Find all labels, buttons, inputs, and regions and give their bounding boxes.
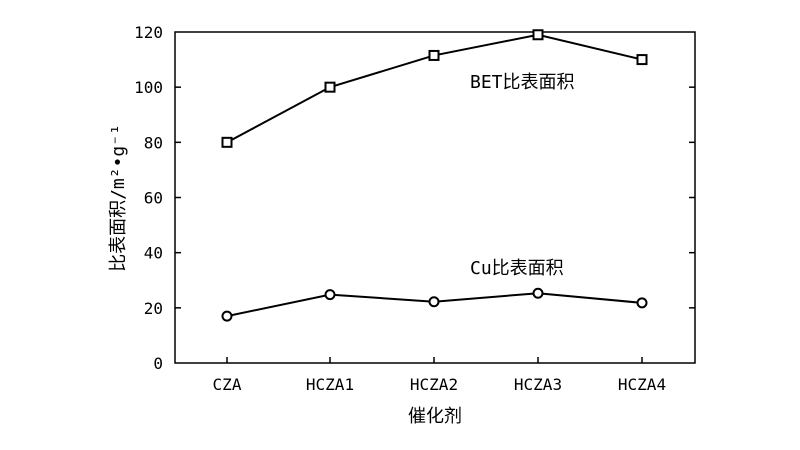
plot-frame [174,31,696,364]
x-tick-label: HCZA2 [410,375,458,394]
x-tick-label: HCZA3 [514,375,562,394]
x-tick-label: HCZA4 [618,375,666,394]
y-tick-label: 0 [153,354,163,373]
data-point-square [532,29,544,41]
x-axis-label: 催化剂 [408,406,462,427]
series-label-1: Cu比表面积 [470,258,564,279]
y-tick-label: 120 [134,23,163,42]
y-axis: 0 20 40 60 80 100 120 [134,23,695,373]
series-labels: BET比表面积 Cu比表面积 [470,72,575,279]
series-label-0: BET比表面积 [470,72,575,93]
data-point-circle [532,287,544,299]
y-tick-label: 100 [134,78,163,97]
data-point-square [324,81,336,93]
data-point-circle [221,310,233,322]
y-tick-label: 80 [144,133,163,152]
data-point-square [221,136,233,148]
y-axis-label: 比表面积/m²•g⁻¹ [108,124,129,272]
x-axis: CZA HCZA1 HCZA2 HCZA3 HCZA4 [213,357,666,394]
x-tick-label: HCZA1 [306,375,354,394]
x-tick-label: CZA [213,375,242,394]
y-tick-label: 20 [144,299,163,318]
data-point-square [636,54,648,66]
data-point-circle [324,289,336,301]
data-point-circle [636,297,648,309]
data-point-circle [428,296,440,308]
y-tick-label: 60 [144,189,163,208]
data-point-square [428,49,440,61]
y-tick-label: 40 [144,244,163,263]
series-group [221,29,648,322]
